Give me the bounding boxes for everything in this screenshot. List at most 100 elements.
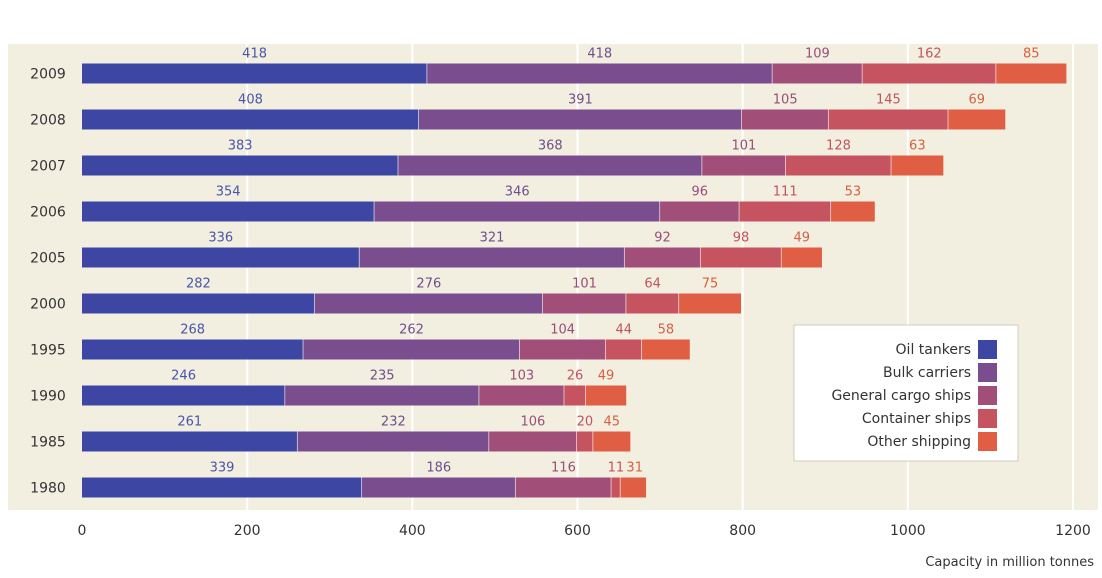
bar-segment (82, 63, 428, 84)
legend-label: General cargo ships (831, 388, 971, 404)
legend-swatch (978, 386, 997, 405)
bar-segment (479, 385, 565, 406)
bar-segment (891, 155, 944, 176)
bar-segment (564, 385, 586, 406)
data-label: 106 (520, 415, 545, 430)
data-label: 116 (551, 461, 576, 476)
data-label: 49 (598, 369, 615, 384)
data-label: 391 (568, 93, 593, 108)
bar-segment (398, 155, 703, 176)
data-label: 262 (399, 323, 424, 338)
bar-segment (303, 339, 520, 360)
year-label: 2009 (30, 67, 66, 83)
data-label: 128 (826, 139, 851, 154)
bar-segment (585, 385, 627, 406)
legend-swatch (978, 432, 997, 451)
bar-segment (641, 339, 690, 360)
bar-segment (948, 109, 1006, 130)
year-label: 2007 (30, 159, 66, 175)
legend-label: Oil tankers (896, 342, 971, 358)
bar-segment (82, 477, 362, 498)
bar-segment (82, 385, 286, 406)
data-label: 111 (773, 185, 798, 200)
bar-segment (576, 431, 594, 452)
data-label: 63 (909, 139, 926, 154)
data-label: 186 (426, 461, 451, 476)
data-label: 53 (845, 185, 862, 200)
year-label: 2006 (30, 205, 66, 221)
legend-label: Other shipping (867, 434, 971, 450)
data-label: 336 (208, 231, 233, 246)
data-label: 246 (171, 369, 196, 384)
year-label: 1995 (30, 343, 66, 359)
data-label: 408 (238, 93, 263, 108)
x-tick-label: 600 (564, 523, 591, 539)
year-label: 1985 (30, 435, 66, 451)
data-label: 383 (228, 139, 253, 154)
bar-segment (82, 155, 399, 176)
bar-segment (418, 109, 742, 130)
x-tick-label: 0 (78, 523, 87, 539)
bar-segment (626, 293, 680, 314)
bar-segment (700, 247, 782, 268)
data-label: 85 (1023, 47, 1040, 62)
data-label: 268 (180, 323, 205, 338)
legend-label: Container ships (862, 411, 971, 427)
bar-segment (593, 431, 631, 452)
bar-segment (611, 477, 621, 498)
data-label: 109 (805, 47, 830, 62)
bar-segment (82, 247, 360, 268)
bar-segment (996, 63, 1067, 84)
data-label: 261 (177, 415, 202, 430)
bar-segment (489, 431, 577, 452)
data-label: 339 (210, 461, 235, 476)
data-label: 49 (793, 231, 810, 246)
bar-segment (660, 201, 740, 222)
x-tick-label: 1000 (890, 523, 926, 539)
bar-segment (361, 477, 516, 498)
bar-segment (831, 201, 875, 222)
bar-segment (82, 201, 375, 222)
bar-segment (297, 431, 490, 452)
year-label: 2008 (30, 113, 66, 129)
data-label: 69 (969, 93, 986, 108)
data-label: 92 (654, 231, 671, 246)
x-tick-label: 800 (729, 523, 756, 539)
x-tick-label: 400 (399, 523, 426, 539)
data-label: 104 (550, 323, 575, 338)
legend-swatch (978, 409, 997, 428)
data-label: 20 (577, 415, 594, 430)
bar-segment (519, 339, 606, 360)
bar-segment (82, 431, 298, 452)
bar-segment (679, 293, 742, 314)
data-label: 105 (773, 93, 798, 108)
x-axis-title: Capacity in million tonnes (925, 555, 1094, 570)
data-label: 101 (731, 139, 756, 154)
bar-segment (828, 109, 949, 130)
data-label: 98 (733, 231, 750, 246)
data-label: 145 (876, 93, 901, 108)
year-label: 2000 (30, 297, 66, 313)
bar-segment (285, 385, 480, 406)
bar-segment (542, 293, 627, 314)
bar-segment (785, 155, 892, 176)
data-label: 96 (691, 185, 708, 200)
year-label: 1980 (30, 481, 66, 497)
data-label: 75 (702, 277, 719, 292)
data-label: 58 (658, 323, 675, 338)
data-label: 44 (615, 323, 632, 338)
bar-segment (82, 293, 315, 314)
bar-segment (82, 109, 419, 130)
data-label: 282 (186, 277, 211, 292)
bar-segment (620, 477, 647, 498)
data-label: 368 (538, 139, 563, 154)
data-label: 64 (644, 277, 661, 292)
data-label: 235 (370, 369, 395, 384)
bar-segment (359, 247, 625, 268)
data-label: 45 (603, 415, 620, 430)
bar-segment (781, 247, 822, 268)
data-label: 418 (587, 47, 612, 62)
bar-segment (772, 63, 863, 84)
data-label: 11 (608, 461, 625, 476)
